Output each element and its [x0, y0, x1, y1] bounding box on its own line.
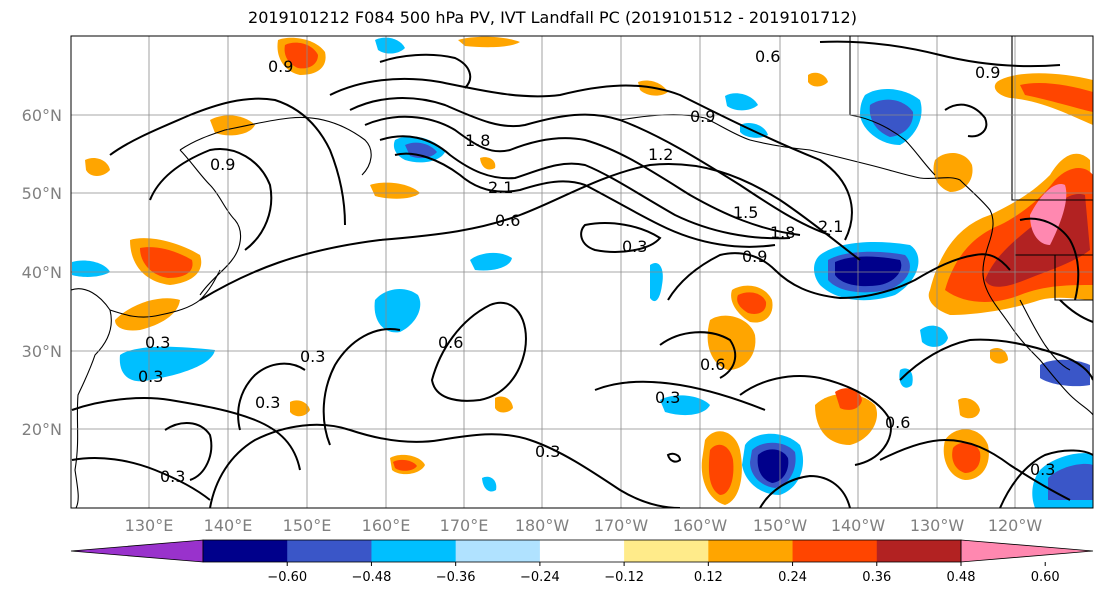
contour-label: 0.3 — [300, 347, 325, 366]
colorbar-tick-label: −0.60 — [267, 570, 307, 585]
colorbar-frame — [202, 539, 962, 563]
colorbar-swatch — [792, 540, 878, 562]
contour-label: 0.9 — [742, 247, 767, 266]
contour-label: 0.3 — [145, 333, 170, 352]
map-frame — [70, 35, 1094, 509]
figure-title: 2019101212 F084 500 hPa PV, IVT Landfall… — [248, 8, 857, 27]
contour-label: 0.3 — [160, 467, 185, 486]
lat-label: 30°N — [22, 342, 62, 361]
lon-label: 160°W — [673, 516, 728, 535]
lat-label: 40°N — [22, 263, 62, 282]
lon-label: 170°W — [594, 516, 649, 535]
contour-label: 0.9 — [210, 155, 235, 174]
lon-label: 150°W — [753, 516, 808, 535]
contour-label: 0.6 — [495, 211, 520, 230]
colorbar-swatch — [708, 540, 794, 562]
colorbar-tick-label: 0.12 — [694, 570, 723, 585]
colorbar-tick-label: 0.48 — [947, 570, 976, 585]
colorbar-swatch — [876, 540, 962, 562]
contour-label: 0.3 — [622, 237, 647, 256]
lat-label: 60°N — [22, 106, 62, 125]
lon-labels: 130°E 140°E 150°E 160°E 170°E 180°W 170°… — [125, 516, 1043, 535]
lon-label: 150°E — [283, 516, 332, 535]
colorbar-swatch — [371, 540, 457, 562]
colorbar-tick-label: 0.60 — [1031, 570, 1060, 585]
lon-label: 170°E — [440, 516, 489, 535]
colorbar-tick-label: 0.36 — [862, 570, 891, 585]
contour-label: 0.6 — [438, 333, 463, 352]
contour-label: 0.3 — [655, 388, 680, 407]
map-plot-area: 0.9 0.6 0.9 1.8 2.1 0.6 0.9 1.2 1.5 1.8 … — [71, 36, 1093, 508]
lon-label: 140°E — [204, 516, 253, 535]
contour-label: 0.3 — [255, 393, 280, 412]
coastlines — [71, 36, 1093, 508]
contour-label: 2.1 — [488, 178, 513, 197]
contour-label: 0.9 — [690, 107, 715, 126]
colorbar-swatch — [455, 540, 541, 562]
contour-label: 0.9 — [268, 57, 293, 76]
colorbar-swatch — [624, 540, 709, 562]
colorbar-extension-min — [70, 539, 204, 563]
colorbar: −0.60 −0.48 −0.36 −0.24 −0.12 0.12 0.24 0.36 0.4… — [70, 539, 1094, 585]
colorbar-swatch — [539, 540, 625, 562]
lat-label: 20°N — [22, 420, 62, 439]
contour-label: 0.6 — [885, 413, 910, 432]
shading-layer — [72, 36, 1093, 508]
contour-label: 0.6 — [700, 355, 725, 374]
colorbar-swatch — [287, 540, 372, 562]
lon-label: 120°W — [988, 516, 1043, 535]
lon-label: 130°W — [910, 516, 965, 535]
pv-contours — [71, 40, 1093, 508]
contour-label: 1.8 — [465, 131, 490, 150]
lon-label: 140°W — [831, 516, 886, 535]
contour-label: 0.3 — [1030, 460, 1055, 479]
contour-label: 2.1 — [818, 217, 843, 236]
colorbar-tick-label: 0.24 — [778, 570, 807, 585]
colorbar-extension-max — [960, 539, 1094, 563]
contour-label: 1.2 — [648, 145, 673, 164]
contour-label: 0.3 — [138, 367, 163, 386]
lon-label: 180°W — [515, 516, 570, 535]
contour-label: 0.6 — [755, 47, 780, 66]
contour-label: 1.8 — [770, 223, 795, 242]
lon-label: 160°E — [362, 516, 411, 535]
contour-label: 0.9 — [975, 63, 1000, 82]
gridlines — [71, 36, 1093, 508]
contour-labels: 0.9 0.6 0.9 1.8 2.1 0.6 0.9 1.2 1.5 1.8 … — [138, 47, 1055, 486]
colorbar-tick-label: −0.48 — [352, 570, 392, 585]
colorbar-swatch — [203, 540, 288, 562]
lon-label: 130°E — [125, 516, 174, 535]
colorbar-tick-label: −0.36 — [436, 570, 476, 585]
lat-labels: 60°N 50°N 40°N 30°N 20°N — [22, 106, 62, 439]
colorbar-tick-label: −0.24 — [520, 570, 560, 585]
colorbar-tick-label: −0.12 — [604, 570, 644, 585]
contour-label: 1.5 — [733, 203, 758, 222]
lat-label: 50°N — [22, 184, 62, 203]
contour-label: 0.3 — [535, 442, 560, 461]
